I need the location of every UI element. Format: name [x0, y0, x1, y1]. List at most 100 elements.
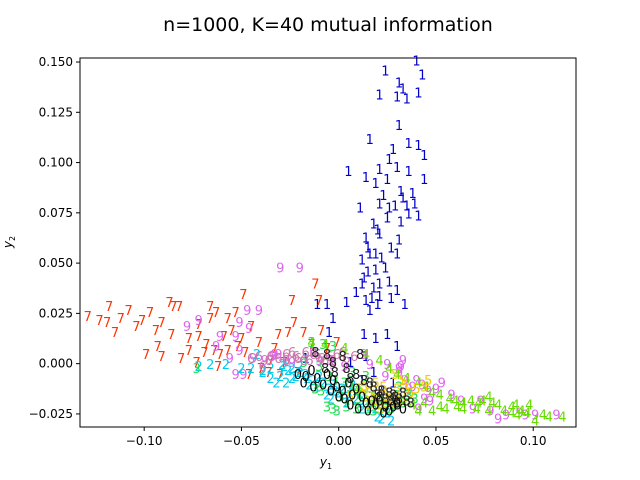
data-point-digit-1: 1 [389, 143, 397, 158]
data-point-digit-1: 1 [418, 69, 426, 84]
data-point-digit-1: 1 [356, 201, 364, 216]
data-point-digit-7: 7 [111, 326, 119, 341]
data-point-digit-9: 9 [270, 348, 278, 363]
data-point-digit-7: 7 [224, 312, 232, 327]
data-point-digit-1: 1 [370, 366, 378, 381]
data-point-digit-3: 3 [193, 362, 201, 377]
data-point-digit-5: 5 [362, 390, 370, 405]
data-point-digit-2: 2 [323, 388, 331, 403]
data-point-digit-3: 3 [405, 388, 413, 403]
data-point-digit-1: 1 [385, 276, 393, 291]
y-axis-ticks: −0.025 0.000 0.025 0.050 0.075 0.100 0.125 0.15… [29, 55, 80, 421]
data-point-digit-9: 9 [212, 340, 220, 355]
data-point-digit-1: 1 [403, 93, 411, 108]
data-point-digit-7: 7 [138, 314, 146, 329]
data-point-digit-9: 9 [438, 376, 446, 391]
data-point-digit-9: 9 [414, 402, 422, 417]
data-point-digit-1: 1 [393, 91, 401, 106]
data-point-digit-9: 9 [183, 320, 191, 335]
data-point-digit-2: 2 [272, 376, 280, 391]
data-point-digit-7: 7 [185, 332, 193, 347]
data-point-digit-1: 1 [405, 207, 413, 222]
data-point-digit-4: 4 [513, 408, 521, 423]
data-point-digit-9: 9 [366, 358, 374, 373]
data-point-digit-4: 4 [494, 398, 502, 413]
data-point-digit-7: 7 [311, 278, 319, 293]
data-point-digit-9: 9 [515, 406, 523, 421]
data-point-digit-9: 9 [282, 354, 290, 369]
data-point-digit-1: 1 [373, 298, 381, 313]
data-point-digit-9: 9 [340, 360, 348, 375]
y-tick-label: 0.050 [39, 256, 73, 270]
data-point-digit-7: 7 [154, 340, 162, 355]
data-point-digit-2: 2 [303, 372, 311, 387]
data-point-digit-8: 8 [387, 394, 395, 409]
data-point-digit-1: 1 [399, 83, 407, 98]
x-tick-label: 0.10 [520, 434, 547, 448]
data-point-digit-2: 2 [276, 370, 284, 385]
data-point-digit-1: 1 [375, 163, 383, 178]
data-point-digit-2: 2 [356, 386, 364, 401]
data-point-digit-9: 9 [381, 370, 389, 385]
data-point-digit-7: 7 [165, 296, 173, 311]
data-point-digit-1: 1 [385, 153, 393, 168]
data-point-digit-1: 1 [381, 262, 389, 277]
data-point-digit-9: 9 [395, 362, 403, 377]
data-point-digit-0: 0 [385, 404, 393, 419]
data-point-digit-8: 8 [373, 388, 381, 403]
data-point-digit-1: 1 [346, 356, 354, 371]
data-point-digit-1: 1 [408, 187, 416, 202]
data-point-digit-9: 9 [397, 360, 405, 375]
data-point-digit-0: 0 [313, 372, 321, 387]
data-point-digit-2: 2 [387, 415, 395, 430]
data-point-digit-0: 0 [307, 364, 315, 379]
data-point-digit-9: 9 [494, 413, 502, 428]
data-point-digit-1: 1 [375, 278, 383, 293]
data-point-digit-7: 7 [167, 328, 175, 343]
data-point-digit-6: 6 [259, 360, 267, 375]
data-point-digit-1: 1 [379, 189, 387, 204]
data-point-digit-2: 2 [282, 376, 290, 391]
data-point-digit-4: 4 [500, 404, 508, 419]
data-point-digit-0: 0 [375, 394, 383, 409]
data-point-digit-5: 5 [356, 382, 364, 397]
data-point-digit-8: 8 [389, 388, 397, 403]
data-point-digit-9: 9 [457, 394, 465, 409]
data-point-digit-4: 4 [375, 354, 383, 369]
data-point-digit-2: 2 [288, 372, 296, 387]
data-point-digit-4: 4 [445, 392, 453, 407]
data-point-digit-9: 9 [296, 262, 304, 277]
data-point-digit-9: 9 [486, 404, 494, 419]
data-point-digit-9: 9 [226, 352, 234, 367]
y-axis-label: y2 [1, 236, 17, 249]
data-point-digit-1: 1 [358, 374, 366, 389]
data-point-digit-7: 7 [300, 326, 308, 341]
data-point-digit-0: 0 [368, 394, 376, 409]
data-point-digit-2: 2 [278, 358, 286, 373]
data-point-digit-8: 8 [393, 398, 401, 413]
data-point-digit-4: 4 [414, 376, 422, 391]
data-point-digit-7: 7 [117, 312, 125, 327]
data-point-digit-4: 4 [321, 338, 329, 353]
data-point-digit-1: 1 [387, 292, 395, 307]
data-point-digit-1: 1 [399, 191, 407, 206]
data-point-digit-0: 0 [340, 392, 348, 407]
data-point-digit-0: 0 [338, 384, 346, 399]
data-point-digit-6: 6 [301, 346, 309, 361]
data-point-digit-4: 4 [451, 394, 459, 409]
data-point-digit-2: 2 [338, 382, 346, 397]
data-point-digit-6: 6 [317, 352, 325, 367]
data-point-digit-6: 6 [294, 352, 302, 367]
data-point-digit-1: 1 [358, 278, 366, 293]
data-point-digit-4: 4 [354, 382, 362, 397]
data-point-digit-4: 4 [420, 396, 428, 411]
data-point-digit-3: 3 [329, 340, 337, 355]
data-point-digit-7: 7 [95, 314, 103, 329]
data-point-digit-1: 1 [412, 55, 420, 70]
data-point-digit-6: 6 [274, 352, 282, 367]
data-point-digit-4: 4 [459, 402, 467, 417]
data-point-digit-6: 6 [333, 348, 341, 363]
data-point-digit-4: 4 [525, 398, 533, 413]
data-point-digit-7: 7 [169, 300, 177, 315]
